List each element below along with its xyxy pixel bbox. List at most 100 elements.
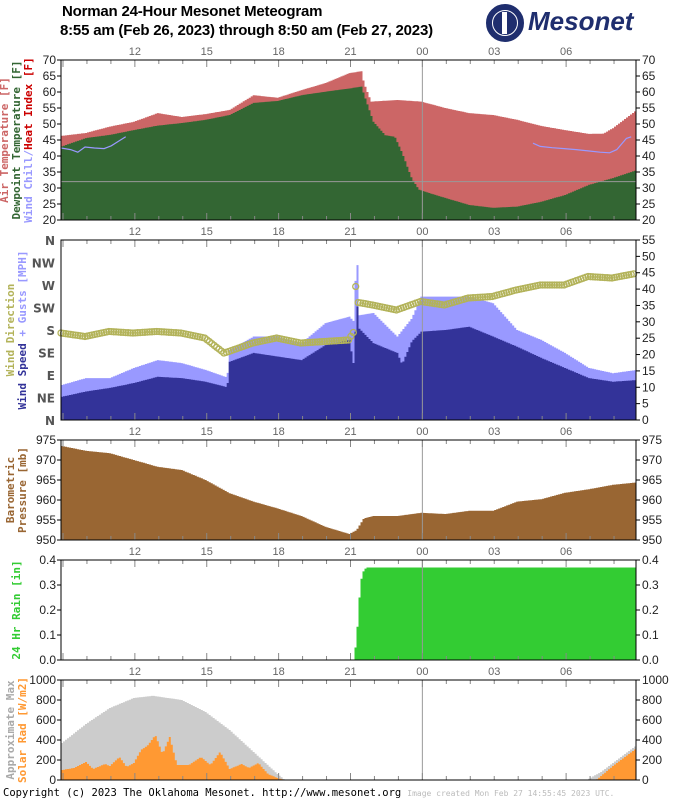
- wind-direction-marker: [153, 327, 161, 336]
- plot-frame: [60, 239, 637, 421]
- wind-direction-marker: [586, 273, 595, 281]
- time-tick-label: 21: [344, 426, 356, 438]
- y-tick-label-right: 0: [642, 413, 649, 427]
- approximate-max-area: [61, 695, 636, 780]
- y-tick-label-left: 200: [36, 753, 56, 767]
- wind-direction-marker: [538, 281, 547, 289]
- y-tick-label-left: 400: [36, 733, 56, 747]
- wind-direction-marker: [474, 293, 482, 302]
- y-axis-title-part: Air Temperature [F]: [0, 77, 11, 203]
- wind-direction-marker: [328, 337, 336, 345]
- wind-direction-marker: [129, 329, 137, 337]
- y-tick-label-right: 0.4: [642, 553, 659, 567]
- y-tick-label-left: 70: [43, 53, 57, 67]
- y-tick-label-left: 35: [43, 165, 57, 179]
- time-tick-label: 06: [560, 46, 572, 58]
- time-tick-label: 00: [416, 546, 428, 558]
- time-tick-label: 06: [560, 546, 572, 558]
- plot-frame: [60, 439, 637, 541]
- y-tick-label-left: 65: [43, 69, 57, 83]
- y-axis-title: Wind Direction: [4, 284, 17, 377]
- wind-direction-marker: [584, 272, 592, 281]
- y-tick-label-right: 55: [642, 233, 656, 247]
- y-tick-label-right: 25: [642, 331, 656, 345]
- y-tick-label-left: 955: [36, 513, 56, 527]
- wind-direction-marker: [546, 281, 554, 289]
- y-tick-label-right: 800: [642, 693, 662, 707]
- y-tick-label-right: 50: [642, 117, 656, 131]
- y-tick-label-left: 55: [43, 101, 57, 115]
- time-tick-label: 21: [344, 46, 356, 58]
- wind-direction-marker: [155, 327, 163, 336]
- temperature-panel: 12 15 18 21 00 03 06 20 20 25 25 30 30 35 35 40 40 45 45 50…: [0, 46, 656, 227]
- wind-direction-marker: [124, 329, 132, 337]
- y-axis-title-part: Solar Rad [W/m2]: [16, 677, 29, 783]
- y-tick-label-left: 950: [36, 533, 56, 547]
- y-axis-title-part: + Gusts [MPH]: [16, 251, 29, 344]
- y-tick-label-left: 960: [36, 493, 56, 507]
- footer: Copyright (c) 2023 The Oklahoma Mesonet.…: [3, 787, 614, 799]
- wind-direction-marker: [340, 336, 348, 344]
- y-tick-label-right: 20: [642, 213, 656, 227]
- time-tick-label: 18: [272, 426, 284, 438]
- wind-direction-marker: [160, 328, 168, 336]
- y-tick-label-right: 30: [642, 181, 656, 195]
- direction-tick-label: W: [42, 279, 55, 293]
- wind-direction-marker: [316, 338, 324, 346]
- y-axis-title-part: Wind Direction: [4, 284, 17, 377]
- wind-direction-marker: [157, 328, 166, 336]
- rain-panel: 12 15 18 21 00 03 06 0.0 0.0 0.1 0.1 0.2 0.2 0.3 0.3 0.…: [10, 546, 659, 667]
- time-tick-label: 00: [416, 426, 428, 438]
- wind-direction-marker: [605, 274, 614, 282]
- y-axis-title-part: Wind Speed: [16, 343, 29, 409]
- y-tick-label-left: 970: [36, 453, 56, 467]
- y-tick-label-right: 65: [642, 69, 656, 83]
- direction-tick-label: NW: [32, 257, 55, 271]
- time-tick-label: 15: [201, 46, 213, 58]
- time-tick-label: 15: [201, 426, 213, 438]
- y-tick-label-right: 400: [642, 733, 662, 747]
- y-tick-label-left: 45: [43, 133, 57, 147]
- time-tick-label: 12: [129, 226, 141, 238]
- y-tick-label-right: 5: [642, 397, 649, 411]
- wind-direction-marker: [148, 328, 156, 336]
- wind-direction-marker: [318, 338, 326, 346]
- time-tick-label: 15: [201, 546, 213, 558]
- wind-panel: 12 15 18 21 00 03 06 0 5 10 15 20 25 30 35 40 45 50 55 N NE E…: [4, 226, 656, 428]
- wind-direction-marker: [342, 336, 350, 344]
- wind-direction-marker: [162, 328, 171, 336]
- wind-direction-marker: [172, 329, 180, 337]
- y-tick-label-right: 55: [642, 101, 656, 115]
- wind-direction-marker: [558, 281, 566, 289]
- y-tick-label-right: 20: [642, 348, 656, 362]
- wind-direction-marker: [131, 329, 139, 337]
- y-axis-title-part: 24 Hr Rain [in]: [10, 560, 23, 659]
- wind-direction-marker: [469, 294, 477, 302]
- y-axis-title: Pressure [mb]: [16, 447, 29, 533]
- wind-direction-marker: [479, 293, 487, 301]
- 24-hr-rain-area: [61, 567, 636, 660]
- wind-direction-marker: [476, 293, 484, 301]
- wind-direction-marker: [119, 328, 127, 337]
- wind-direction-marker: [122, 328, 130, 337]
- wind-direction-marker: [306, 338, 314, 347]
- time-tick-label: 03: [488, 226, 500, 238]
- y-tick-label-right: 975: [642, 433, 662, 447]
- wind-direction-marker: [591, 273, 599, 281]
- y-axis-title: Wind Speed + Gusts [MPH]: [16, 251, 29, 410]
- time-tick-label: 00: [416, 46, 428, 58]
- y-tick-label-left: 0: [49, 773, 56, 787]
- dewpoint-temperature-area: [61, 86, 636, 220]
- wind-direction-marker: [543, 281, 552, 289]
- time-tick-label: 18: [272, 226, 284, 238]
- time-tick-label: 03: [488, 666, 500, 678]
- y-axis-title-part: Pressure [mb]: [16, 447, 29, 533]
- wind-direction-marker: [467, 294, 475, 302]
- direction-tick-label: N: [45, 234, 55, 248]
- wind-direction-marker: [550, 281, 559, 289]
- wind-direction-marker: [136, 328, 144, 337]
- plot-frame: [60, 679, 637, 781]
- y-axis-title: Wind Chill/Heat Index [F]: [22, 57, 35, 223]
- wind-direction-marker: [105, 327, 113, 336]
- y-axis-title-part: Dewpoint Temperature [F]: [10, 61, 23, 220]
